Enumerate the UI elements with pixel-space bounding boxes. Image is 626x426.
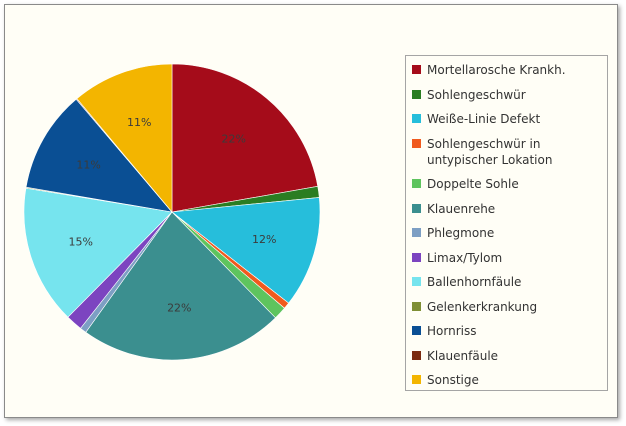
pie-slice[interactable] (85, 211, 276, 361)
legend-label: Klauenfäule (427, 348, 499, 363)
legend-item[interactable]: Klauenfäule (412, 348, 597, 364)
pie-slice[interactable] (25, 98, 173, 213)
slice-percent-label: 15% (68, 236, 92, 249)
legend-item[interactable]: Sohlengeschwür (412, 87, 597, 103)
chart-legend: Mortellarosche Krankh. Sohlengeschwür Weiß… (405, 55, 608, 391)
legend-item[interactable]: Sonstige (412, 372, 597, 388)
legend-swatch (412, 179, 421, 188)
legend-swatch (412, 375, 421, 384)
legend-swatch (412, 228, 421, 237)
pie-slice[interactable] (23, 187, 173, 318)
pie-slice[interactable] (171, 63, 319, 213)
slice-percent-label: 11% (76, 159, 100, 172)
legend-swatch (412, 138, 421, 148)
legend-label: Weiße-Linie Defekt (427, 112, 541, 126)
legend-item[interactable]: Mortellarosche Krankh. (412, 62, 597, 78)
legend-label: Gelenkerkrankung (427, 299, 538, 314)
legend-swatch (412, 89, 421, 99)
pie-chart: 22% 12% 22% 15% 11% 11% (23, 63, 321, 361)
legend-item[interactable]: Gelenkerkrankung (412, 299, 597, 315)
legend-swatch (412, 301, 421, 311)
pie-slice[interactable] (171, 197, 321, 304)
slice-percent-label: 12% (252, 233, 276, 246)
legend-swatch (412, 350, 421, 360)
legend-item[interactable]: Phlegmone (412, 225, 597, 241)
legend-label: Mortellarosche Krankh. (427, 63, 566, 77)
legend-item[interactable]: Limax/Tylom (412, 250, 597, 266)
legend-item[interactable]: Doppelte Sohle (412, 176, 597, 192)
legend-label: Sonstige (427, 373, 479, 387)
legend-item[interactable]: Ballenhornfäule (412, 274, 597, 290)
legend-swatch (412, 65, 421, 74)
slice-percent-label: 22% (221, 133, 245, 146)
legend-label: Phlegmone (427, 226, 495, 240)
legend-item[interactable]: Weiße-Linie Defekt (412, 111, 597, 127)
legend-label: Ballenhornfäule (427, 275, 522, 289)
legend-swatch (412, 114, 421, 123)
legend-label: Sohlengeschwür in untypischer Lokation (427, 136, 553, 167)
legend-swatch (412, 203, 421, 213)
legend-swatch (412, 326, 421, 335)
legend-item[interactable]: Klauenrehe (412, 201, 597, 217)
legend-label: Hornriss (427, 324, 477, 338)
legend-swatch (412, 252, 421, 262)
legend-item[interactable]: Sohlengeschwür in untypischer Lokation (412, 136, 597, 168)
legend-label: Sohlengeschwür (427, 87, 526, 102)
pie-slice[interactable] (76, 63, 173, 213)
slice-percent-label: 22% (167, 302, 191, 315)
slice-percent-label: 11% (127, 116, 151, 129)
legend-label: Limax/Tylom (427, 250, 503, 265)
chart-frame: 22% 12% 22% 15% 11% 11% Mortellarosche Krankh… (4, 4, 618, 418)
legend-swatch (412, 277, 421, 286)
legend-item[interactable]: Hornriss (412, 323, 597, 339)
legend-label: Klauenrehe (427, 201, 496, 216)
legend-label: Doppelte Sohle (427, 177, 519, 191)
